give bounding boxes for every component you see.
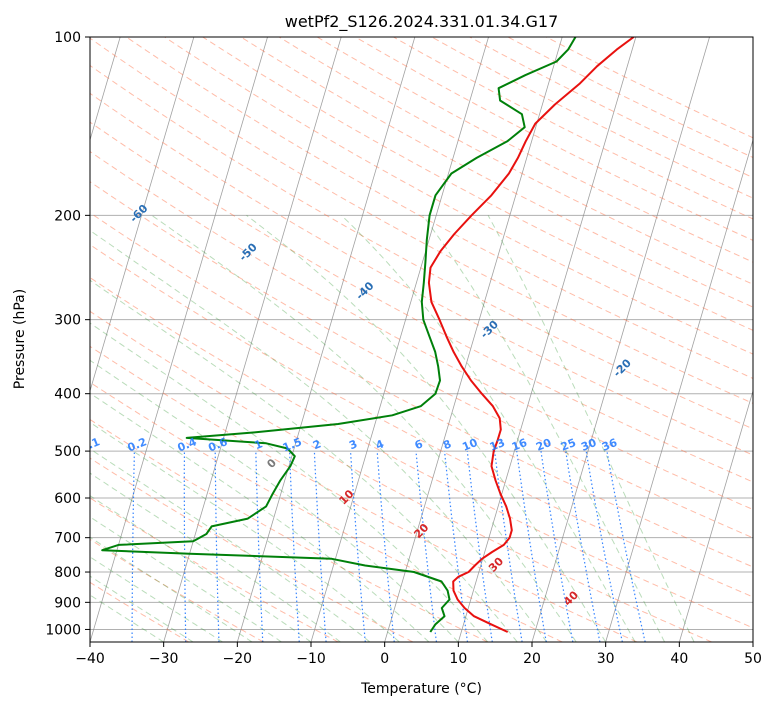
x-tick-label: −30 (149, 651, 179, 667)
x-tick-label: 40 (670, 651, 688, 667)
y-tick-label: 700 (54, 531, 81, 547)
mixing-ratio-line (466, 451, 493, 642)
mixing-ratio-line (415, 451, 437, 642)
y-tick-label: 600 (54, 491, 81, 507)
dry-adiabat-line (90, 121, 753, 483)
dry-adiabat-line (90, 277, 753, 629)
mixing-ratio-label: 25 (559, 436, 578, 454)
mixing-ratio-label: 1 (253, 437, 265, 452)
dry-adiabat-line (90, 418, 488, 642)
y-axis: 1000 900 800 700 600 500 400 300 200 100 (45, 30, 90, 638)
dry-adiabat-line (90, 92, 753, 456)
mixing-ratio-line (516, 451, 547, 642)
dry-adiabat-line (278, 37, 753, 285)
dry-adiabat-line (90, 212, 753, 568)
isotherm-line (90, 37, 268, 642)
y-axis-label: Pressure (hPa) (12, 289, 28, 389)
isotherm-line (531, 37, 710, 642)
y-tick-label: 200 (54, 208, 81, 224)
x-tick-label: 50 (744, 651, 762, 667)
isotherm-line (90, 37, 195, 393)
dry-adiabat-line (164, 37, 753, 355)
isotherm-line (236, 37, 416, 642)
mixing-ratio-line (606, 450, 646, 642)
mixing-ratio-line (376, 451, 395, 642)
x-tick-label: 10 (449, 651, 467, 667)
y-tick-label: 900 (54, 595, 81, 611)
x-tick-label: 30 (597, 651, 615, 667)
y-tick-label: 300 (54, 313, 81, 329)
mixing-ratio-label: 0.1 (79, 435, 102, 454)
moist-adiabat-line (90, 495, 312, 642)
y-tick-label: 800 (54, 565, 81, 581)
dewpoint-profile-line (101, 37, 577, 633)
x-tick-label: 20 (523, 651, 541, 667)
mixing-ratio-label: 3 (347, 437, 359, 452)
dry-adiabat-line (90, 457, 414, 642)
x-tick-label: −40 (75, 651, 105, 667)
temperature-profile-line (427, 37, 635, 633)
x-tick-label: −20 (223, 651, 253, 667)
mixing-ratio-label: 10 (460, 436, 479, 454)
mixing-ratio-line (565, 451, 601, 642)
dry-adiabat-line (90, 538, 264, 642)
moist-adiabat-line (90, 279, 518, 642)
dry-adiabat-line (90, 581, 190, 642)
mixing-ratio-label: 36 (600, 436, 619, 454)
dry-adiabat-line (126, 37, 753, 379)
mixing-ratio-label: 30 (579, 436, 598, 454)
moist-adiabat-line (341, 214, 636, 642)
isotherm-line (605, 138, 753, 642)
dry-adiabat-line (90, 310, 712, 642)
isotherm-line (90, 37, 121, 142)
isotherm-line (457, 37, 637, 642)
dry-adiabat-line (90, 244, 753, 598)
moist-adiabat-line (487, 215, 695, 642)
y-tick-label: 500 (54, 444, 81, 460)
moist-adiabat-line (90, 448, 371, 642)
mixing-ratio-label: 13 (488, 436, 507, 454)
moist-adiabat-line (90, 229, 548, 642)
chart-title: wetPf2_S126.2024.331.01.34.G17 (285, 12, 559, 32)
dry-adiabat-line (90, 345, 638, 642)
mixing-ratio-label: 20 (534, 436, 553, 454)
moist-adiabat-line (90, 322, 489, 642)
mixing-ratio-label: 16 (510, 436, 529, 454)
x-axis-label: Temperature (°C) (360, 681, 482, 697)
moist-adiabat-line (246, 214, 607, 642)
x-tick-label: −10 (296, 651, 326, 667)
plot-frame (89, 36, 754, 643)
mixing-ratio-line (350, 451, 366, 642)
dry-adiabat-line (240, 37, 753, 308)
isotherm-line (384, 37, 563, 642)
moist-adiabat-line (151, 214, 577, 642)
mixing-ratio-line (585, 451, 623, 642)
plot-area (90, 37, 753, 642)
dry-adiabat-line (90, 150, 753, 511)
y-tick-label: 1000 (45, 622, 81, 638)
moist-adiabat-line (90, 472, 341, 642)
y-tick-label: 100 (54, 30, 81, 46)
y-tick-label: 400 (54, 387, 81, 403)
x-axis: −40 −30 −20 −10 0 10 20 30 40 50 (75, 642, 762, 667)
moist-adiabat-line (90, 421, 400, 642)
moist-adiabat-line (90, 359, 459, 642)
mixing-ratio-line (444, 451, 469, 642)
isotherm-line (678, 389, 753, 642)
isotherm-line (310, 37, 489, 642)
x-tick-label: 0 (380, 651, 389, 667)
mixing-ratio-label: 2 (311, 437, 323, 452)
mixing-ratio-label: 8 (441, 437, 453, 452)
dry-adiabat-line (90, 181, 753, 539)
